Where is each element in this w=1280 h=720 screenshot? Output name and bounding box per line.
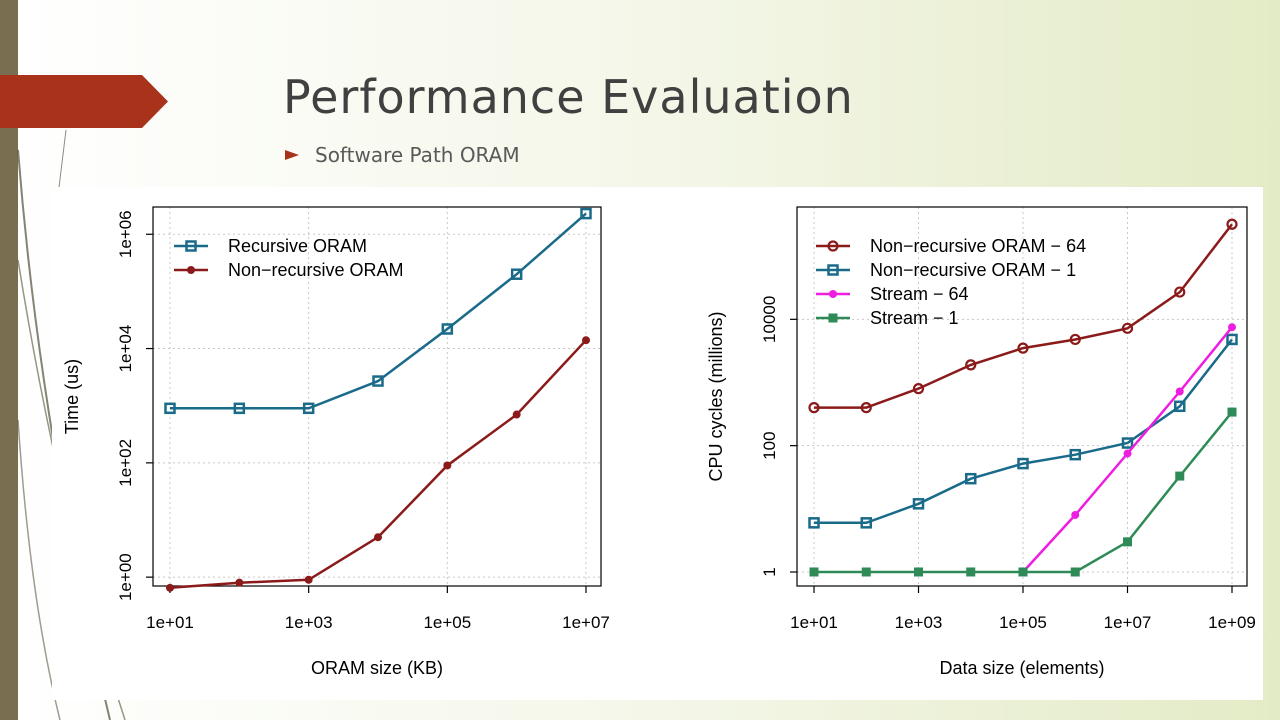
data-point: [374, 533, 382, 542]
legend-marker: [827, 264, 839, 276]
data-point: [512, 410, 521, 419]
data-point: [966, 567, 976, 577]
plot-frame: [796, 206, 1248, 587]
data-point: [912, 383, 925, 395]
data-point: [443, 461, 452, 470]
legend-marker: [828, 313, 838, 323]
data-point: [1017, 342, 1029, 354]
series-2: [808, 333, 1238, 529]
data-point: [860, 402, 872, 414]
data-point: [1174, 400, 1186, 413]
bullet-item: Software Path ORAM: [285, 143, 520, 167]
series-2: [166, 336, 590, 592]
data-point: [1069, 333, 1081, 346]
data-point: [304, 575, 313, 584]
data-point: [372, 375, 384, 387]
data-point: [914, 567, 923, 577]
y-tick-label: 1e+06: [116, 210, 135, 258]
data-point: [1174, 286, 1186, 298]
data-point: [808, 402, 820, 414]
series-1: [808, 218, 1238, 414]
chart-panel-2: 1e+01 1e+03 1e+05 1e+07 1e+09 1 100 10000 Data s…: [706, 206, 1256, 678]
data-point: [1017, 457, 1029, 470]
x-tick-label: 1e+01: [790, 613, 838, 632]
data-point: [164, 402, 176, 415]
chart-panel-1: 1e+01 1e+03 1e+05 1e+07 1e+00 1e+02 1e+04 1e+06…: [62, 206, 610, 678]
arrow-bullet-icon: [285, 150, 299, 160]
data-point: [1018, 567, 1028, 577]
data-point: [809, 567, 819, 577]
data-point: [1123, 449, 1132, 458]
legend-marker: [187, 266, 195, 274]
legend: Recursive ORAM Non−recursive ORAM: [174, 236, 404, 280]
data-point: [1226, 218, 1238, 230]
data-point: [965, 359, 977, 371]
data-point: [1226, 333, 1238, 346]
series-line: [814, 223, 1233, 409]
legend-entry: Non−recursive ORAM − 64: [870, 236, 1086, 256]
x-tick-label: 1e+05: [423, 613, 471, 632]
title-accent-tab: [0, 75, 168, 128]
series-line: [814, 338, 1233, 525]
data-point: [235, 578, 244, 587]
y-axis-title: CPU cycles (millions): [706, 311, 726, 481]
legend: Non−recursive ORAM − 64 Non−recursive ORA…: [816, 236, 1086, 328]
data-point: [1175, 471, 1185, 481]
plot-frame: [152, 206, 602, 587]
x-tick-label: 1e+01: [146, 613, 194, 632]
data-point: [1071, 510, 1080, 519]
legend-entry: Non−recursive ORAM: [228, 260, 404, 280]
x-tick-label: 1e+03: [285, 613, 333, 632]
x-axis-title: Data size (elements): [939, 658, 1104, 678]
legend-entry: Non−recursive ORAM − 1: [870, 260, 1076, 280]
data-point: [912, 498, 925, 510]
data-point: [1070, 567, 1080, 577]
data-point: [233, 402, 246, 415]
legend-entry: Stream − 64: [870, 284, 969, 304]
data-point: [580, 207, 592, 220]
data-point: [1175, 387, 1184, 396]
data-point: [1227, 407, 1237, 417]
legend-marker: [827, 240, 839, 252]
data-point: [965, 472, 977, 485]
series-line: [170, 212, 587, 410]
legend-marker: [829, 290, 837, 298]
chart-panels: 1e+01 1e+03 1e+05 1e+07 1e+00 1e+02 1e+04 1e+06…: [62, 206, 1256, 678]
data-point: [1123, 537, 1132, 547]
bullet-text: Software Path ORAM: [315, 143, 520, 167]
data-point: [582, 336, 590, 345]
y-tick-label: 10000: [760, 296, 779, 343]
data-point: [1121, 322, 1134, 334]
legend-entry: Stream − 1: [870, 308, 959, 328]
x-tick-label: 1e+09: [1208, 613, 1256, 632]
data-point: [1121, 437, 1134, 449]
side-bar: [0, 0, 18, 720]
legend-marker: [185, 240, 197, 252]
y-tick-label: 1e+04: [116, 325, 135, 373]
data-point: [860, 517, 872, 529]
x-tick-label: 1e+07: [1104, 613, 1152, 632]
data-point: [808, 517, 820, 529]
y-tick-label: 1e+02: [116, 439, 135, 487]
y-tick-label: 100: [760, 431, 779, 459]
data-point: [1069, 448, 1081, 461]
y-tick-label: 1e+00: [116, 553, 135, 601]
data-point: [1228, 323, 1236, 332]
data-point: [441, 323, 454, 335]
chart-figure: 1e+01 1e+03 1e+05 1e+07 1e+00 1e+02 1e+04 1e+06…: [52, 187, 1263, 700]
series-4: [809, 407, 1237, 577]
x-tick-label: 1e+05: [999, 613, 1047, 632]
data-point: [166, 583, 174, 592]
series-1: [164, 207, 592, 415]
slide-title: Performance Evaluation: [283, 70, 854, 124]
x-tick-label: 1e+07: [562, 613, 610, 632]
y-axis-title: Time (us): [62, 359, 82, 434]
x-axis-title: ORAM size (KB): [311, 658, 443, 678]
data-point: [510, 268, 523, 280]
data-point: [861, 567, 871, 577]
x-tick-label: 1e+03: [895, 613, 943, 632]
y-tick-label: 1: [760, 567, 779, 576]
data-point: [302, 402, 315, 415]
legend-entry: Recursive ORAM: [228, 236, 367, 256]
